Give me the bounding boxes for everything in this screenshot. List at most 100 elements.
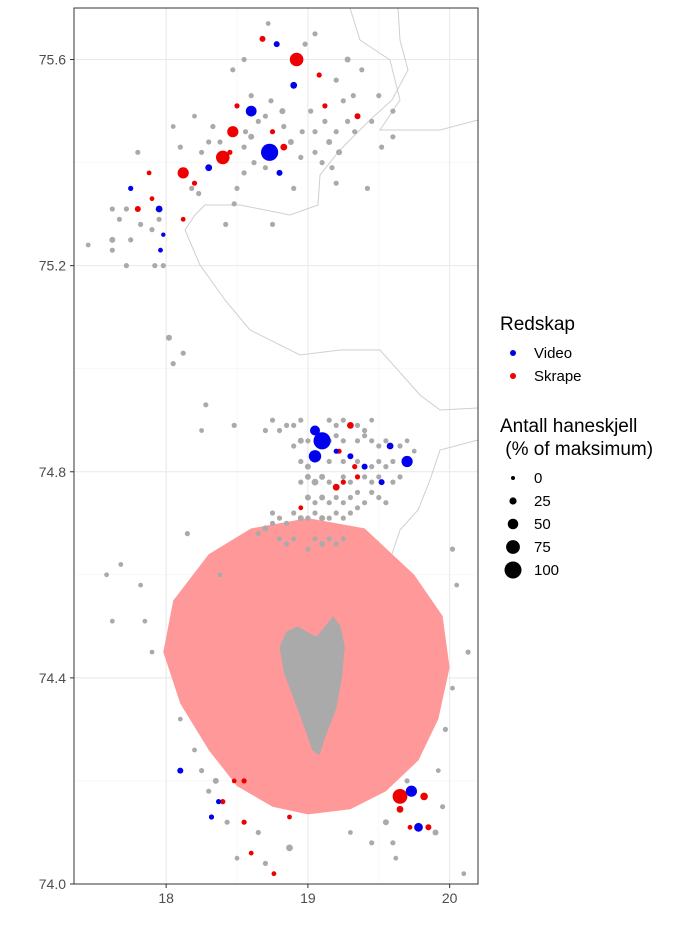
legend-size-label: 0 bbox=[534, 470, 542, 487]
point-video bbox=[261, 143, 279, 161]
point-none bbox=[435, 768, 441, 773]
point-skrape bbox=[259, 35, 266, 42]
point-none bbox=[340, 536, 346, 542]
point-none bbox=[276, 536, 283, 542]
point-none bbox=[354, 422, 361, 428]
point-none bbox=[217, 572, 223, 578]
point-none bbox=[305, 515, 311, 521]
point-video bbox=[361, 463, 368, 470]
point-none bbox=[304, 494, 311, 501]
point-none bbox=[340, 438, 346, 444]
point-video bbox=[290, 81, 298, 89]
point-none bbox=[383, 500, 389, 506]
point-none bbox=[362, 500, 368, 506]
point-none bbox=[177, 716, 183, 722]
point-none bbox=[262, 427, 268, 434]
point-none bbox=[442, 726, 448, 733]
depth-contour bbox=[184, 8, 478, 411]
point-skrape bbox=[407, 824, 413, 830]
point-none bbox=[319, 473, 326, 480]
point-none bbox=[149, 649, 155, 655]
point-none bbox=[276, 427, 283, 434]
point-none bbox=[291, 422, 297, 428]
point-none bbox=[223, 221, 229, 227]
point-none bbox=[312, 536, 318, 542]
point-none bbox=[304, 463, 311, 470]
point-none bbox=[369, 479, 375, 485]
point-none bbox=[450, 685, 455, 691]
point-skrape bbox=[177, 167, 189, 179]
point-none bbox=[152, 263, 158, 269]
point-none bbox=[449, 546, 456, 552]
point-none bbox=[268, 98, 274, 104]
point-none bbox=[340, 515, 346, 521]
point-none bbox=[276, 515, 283, 521]
x-tick-label: 20 bbox=[442, 890, 458, 906]
point-none bbox=[336, 149, 343, 156]
point-none bbox=[248, 93, 254, 99]
point-none bbox=[269, 417, 276, 423]
legend-size-title-line1: Antall haneskjell bbox=[500, 416, 637, 437]
point-none bbox=[298, 417, 304, 423]
point-none bbox=[340, 474, 346, 480]
legend-size-marker bbox=[504, 561, 522, 579]
point-none bbox=[376, 93, 382, 99]
point-none bbox=[149, 227, 155, 233]
point-none bbox=[411, 448, 417, 454]
point-skrape bbox=[234, 103, 240, 109]
point-none bbox=[390, 458, 396, 465]
point-none bbox=[166, 334, 172, 341]
depth-contour bbox=[349, 8, 478, 131]
point-none bbox=[170, 124, 176, 129]
point-none bbox=[262, 860, 268, 867]
point-none bbox=[390, 840, 396, 846]
point-none bbox=[322, 118, 328, 124]
point-none bbox=[340, 500, 346, 506]
point-none bbox=[160, 263, 166, 269]
point-none bbox=[217, 139, 223, 145]
point-none bbox=[348, 830, 353, 835]
point-none bbox=[298, 479, 304, 485]
point-none bbox=[369, 840, 375, 846]
point-none bbox=[354, 489, 361, 495]
point-video bbox=[161, 232, 166, 237]
point-none bbox=[262, 165, 268, 171]
point-skrape bbox=[241, 819, 247, 825]
point-none bbox=[440, 804, 446, 810]
point-none bbox=[319, 515, 326, 522]
point-skrape bbox=[298, 505, 304, 511]
point-none bbox=[104, 572, 109, 578]
point-none bbox=[345, 118, 351, 124]
point-none bbox=[326, 458, 332, 465]
point-none bbox=[333, 494, 339, 501]
point-none bbox=[397, 474, 403, 480]
point-skrape bbox=[316, 72, 322, 78]
point-none bbox=[297, 515, 304, 522]
point-skrape bbox=[146, 170, 152, 176]
point-none bbox=[319, 540, 326, 547]
point-skrape bbox=[352, 464, 358, 470]
point-none bbox=[291, 443, 297, 449]
point-none bbox=[326, 479, 332, 485]
point-skrape bbox=[289, 52, 304, 67]
point-none bbox=[364, 185, 370, 191]
point-none bbox=[305, 438, 311, 444]
x-tick-label: 18 bbox=[158, 890, 174, 906]
point-none bbox=[333, 422, 339, 428]
point-none bbox=[241, 56, 247, 63]
point-none bbox=[241, 144, 247, 150]
point-skrape bbox=[134, 206, 141, 212]
point-none bbox=[231, 201, 237, 207]
point-none bbox=[362, 427, 368, 434]
point-none bbox=[347, 479, 353, 485]
point-none bbox=[262, 113, 268, 119]
point-none bbox=[116, 216, 122, 222]
point-none bbox=[454, 582, 460, 588]
point-none bbox=[369, 489, 375, 495]
point-none bbox=[269, 520, 276, 526]
point-skrape bbox=[216, 150, 230, 165]
point-none bbox=[206, 139, 212, 145]
point-video bbox=[158, 247, 163, 253]
point-none bbox=[284, 541, 290, 547]
point-none bbox=[255, 118, 261, 124]
